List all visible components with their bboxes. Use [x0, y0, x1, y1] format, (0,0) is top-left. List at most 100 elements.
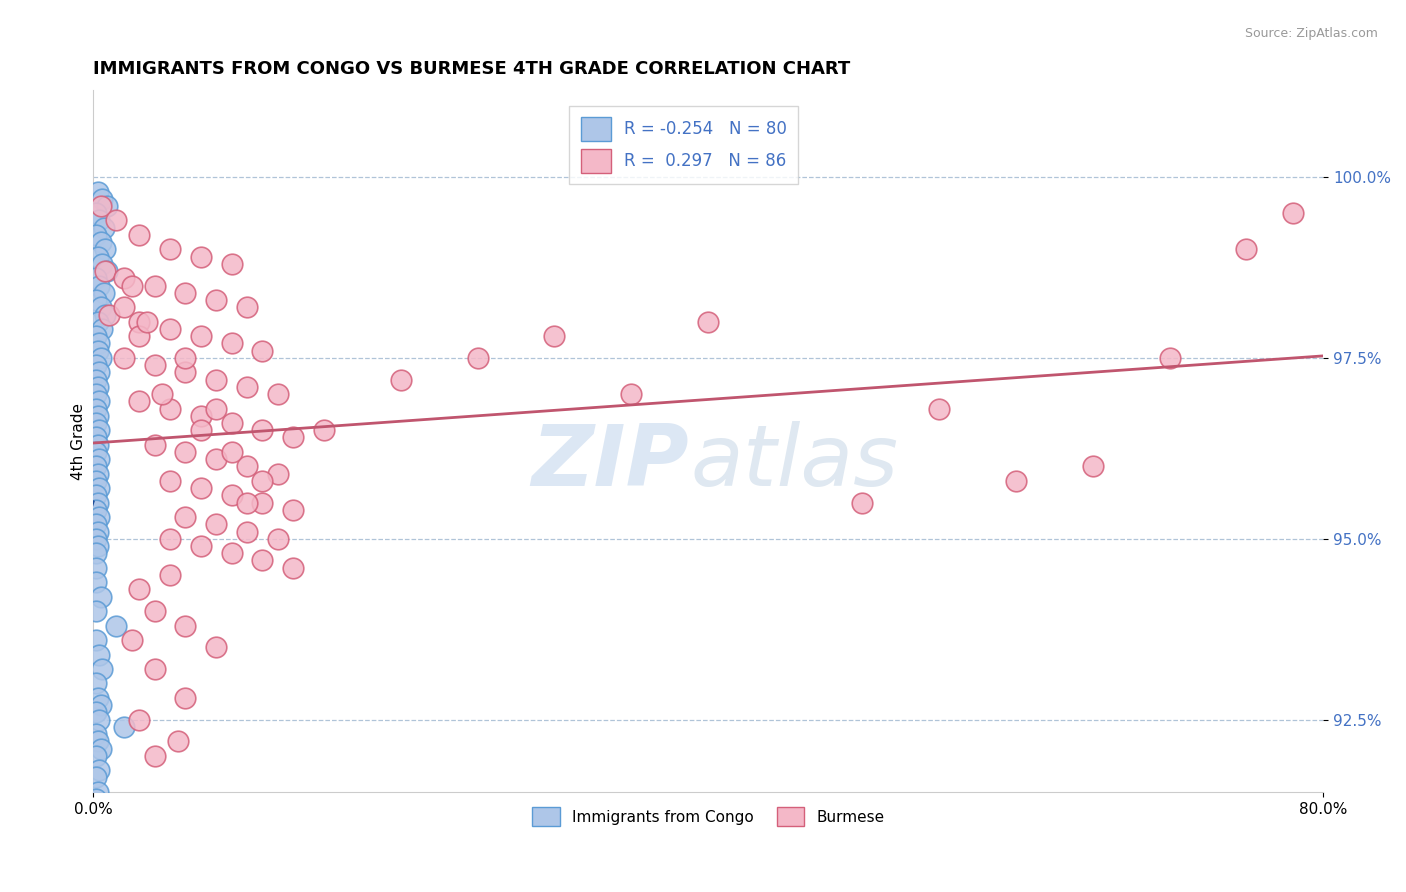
Point: [96, 199, 118, 213]
Y-axis label: 4th Grade: 4th Grade: [72, 402, 86, 480]
Point: [90, 300, 112, 314]
Point: [143, 748, 166, 763]
Point: [84, 474, 107, 488]
Point: [267, 387, 290, 401]
Point: [205, 401, 228, 416]
Point: [89, 510, 111, 524]
Point: [93, 285, 115, 300]
Legend: Immigrants from Congo, Burmese: Immigrants from Congo, Burmese: [524, 799, 891, 833]
Point: [90, 235, 112, 250]
Point: [87, 785, 110, 799]
Point: [143, 358, 166, 372]
Point: [112, 300, 135, 314]
Point: [236, 524, 259, 539]
Point: [87, 250, 110, 264]
Point: [84, 706, 107, 720]
Point: [84, 748, 107, 763]
Point: [89, 648, 111, 662]
Text: IMMIGRANTS FROM CONGO VS BURMESE 4TH GRADE CORRELATION CHART: IMMIGRANTS FROM CONGO VS BURMESE 4TH GRA…: [93, 60, 851, 78]
Point: [90, 698, 112, 713]
Point: [221, 488, 243, 502]
Point: [267, 467, 290, 481]
Point: [112, 271, 135, 285]
Point: [252, 343, 274, 358]
Point: [84, 271, 107, 285]
Point: [128, 329, 150, 343]
Point: [84, 633, 107, 648]
Point: [84, 387, 107, 401]
Point: [112, 351, 135, 365]
Point: [143, 604, 166, 618]
Point: [91, 257, 114, 271]
Point: [84, 227, 107, 242]
Point: [84, 503, 107, 517]
Point: [84, 430, 107, 444]
Point: [89, 713, 111, 727]
Point: [543, 329, 565, 343]
Point: [159, 568, 181, 582]
Point: [84, 416, 107, 430]
Point: [150, 387, 173, 401]
Point: [89, 481, 111, 495]
Point: [1281, 206, 1303, 220]
Point: [87, 690, 110, 705]
Point: [93, 220, 115, 235]
Point: [221, 445, 243, 459]
Point: [84, 806, 107, 821]
Point: [91, 662, 114, 676]
Point: [236, 300, 259, 314]
Point: [236, 380, 259, 394]
Point: [620, 387, 643, 401]
Point: [174, 618, 197, 632]
Point: [281, 430, 304, 444]
Point: [252, 423, 274, 437]
Point: [89, 365, 111, 379]
Point: [87, 467, 110, 481]
Point: [252, 553, 274, 567]
Point: [174, 365, 197, 379]
Point: [105, 618, 128, 632]
Point: [87, 315, 110, 329]
Point: [174, 285, 197, 300]
Point: [389, 373, 412, 387]
Point: [174, 351, 197, 365]
Point: [87, 343, 110, 358]
Point: [84, 560, 107, 574]
Point: [190, 329, 212, 343]
Point: [87, 814, 110, 828]
Point: [205, 373, 228, 387]
Point: [84, 771, 107, 785]
Point: [128, 713, 150, 727]
Point: [105, 213, 128, 227]
Point: [252, 495, 274, 509]
Text: Source: ZipAtlas.com: Source: ZipAtlas.com: [1244, 27, 1378, 40]
Point: [112, 720, 135, 734]
Point: [159, 243, 181, 257]
Point: [94, 264, 117, 278]
Point: [84, 727, 107, 741]
Point: [84, 401, 107, 416]
Point: [159, 474, 181, 488]
Point: [84, 358, 107, 372]
Point: [84, 532, 107, 546]
Point: [205, 293, 228, 307]
Point: [89, 278, 111, 293]
Point: [84, 206, 107, 220]
Point: [267, 532, 290, 546]
Point: [90, 199, 112, 213]
Point: [159, 401, 181, 416]
Point: [87, 438, 110, 452]
Point: [90, 351, 112, 365]
Point: [87, 524, 110, 539]
Point: [84, 488, 107, 502]
Point: [84, 575, 107, 590]
Point: [174, 690, 197, 705]
Point: [221, 336, 243, 351]
Text: ZIP: ZIP: [531, 421, 689, 504]
Point: [174, 510, 197, 524]
Point: [84, 604, 107, 618]
Point: [96, 264, 118, 278]
Point: [281, 560, 304, 574]
Point: [87, 495, 110, 509]
Point: [281, 503, 304, 517]
